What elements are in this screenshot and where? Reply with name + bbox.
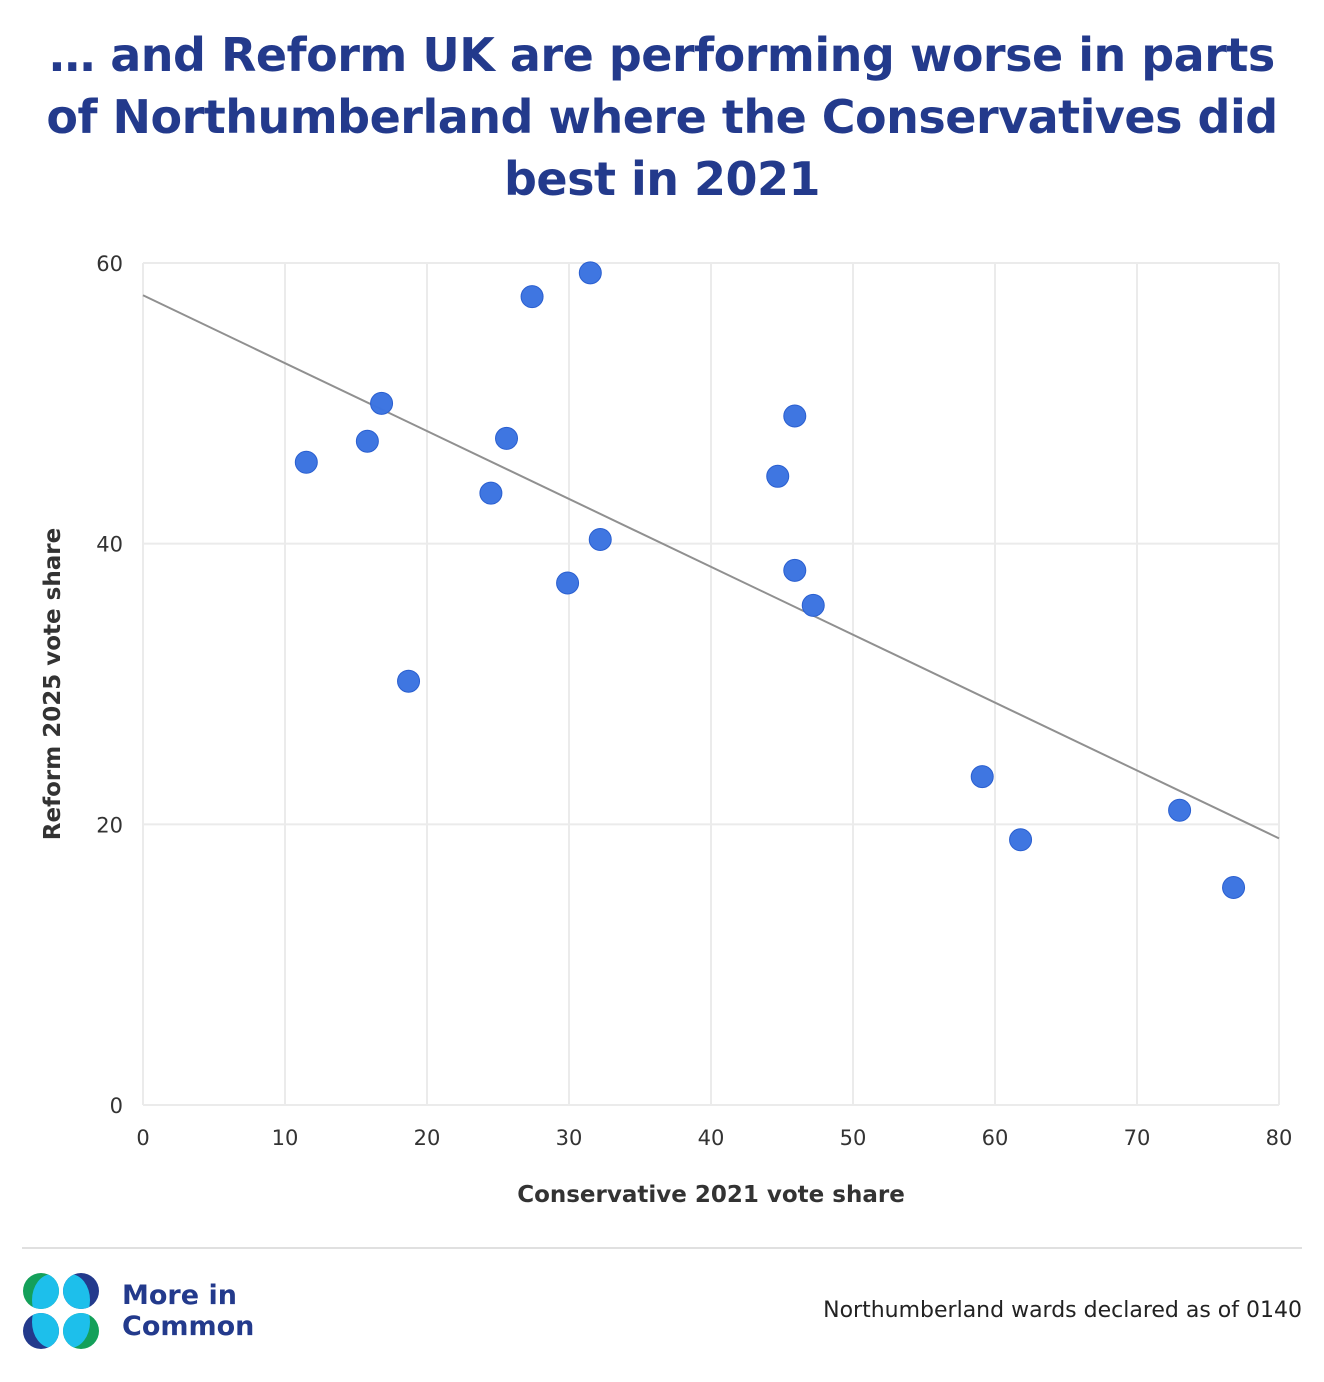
data-point — [479, 481, 503, 505]
data-point — [397, 669, 421, 693]
x-tick-label: 60 — [982, 1126, 1009, 1150]
more-in-common-logo-icon — [23, 1273, 99, 1349]
x-tick-label: 80 — [1266, 1126, 1293, 1150]
y-tick-label: 60 — [96, 252, 123, 276]
x-tick-label: 0 — [136, 1126, 149, 1150]
y-tick-label: 40 — [96, 533, 123, 557]
y-axis-title: Reform 2025 vote share — [40, 528, 66, 840]
data-points — [294, 261, 1246, 899]
scatter-chart: 0 10 20 30 40 50 60 70 80 0 20 40 60 Conservative 2… — [40, 252, 1292, 1208]
brand-name: More in Common — [122, 1280, 254, 1342]
trendline — [142, 294, 1280, 840]
data-point — [766, 464, 790, 488]
data-point — [578, 261, 602, 285]
source-note: Northumberland wards declared as of 0140 — [823, 1298, 1302, 1323]
x-tick-label: 20 — [414, 1126, 441, 1150]
data-point — [294, 450, 318, 474]
data-point — [495, 426, 519, 450]
brand-line-1: More in — [122, 1280, 237, 1311]
footer-divider — [22, 1247, 1302, 1249]
data-point — [1009, 828, 1033, 852]
data-point — [783, 558, 807, 582]
x-tick-label: 50 — [840, 1126, 867, 1150]
data-point — [355, 429, 379, 453]
y-tick-label: 20 — [96, 813, 123, 837]
data-point — [588, 527, 612, 551]
trendline-group — [142, 294, 1280, 840]
y-tick-labels: 0 20 40 60 — [96, 252, 123, 1118]
chart-title: … and Reform UK are performing worse in … — [46, 28, 1278, 206]
x-axis-title: Conservative 2021 vote share — [517, 1182, 905, 1208]
data-point — [370, 391, 394, 415]
grid-lines — [142, 262, 1280, 1106]
data-point — [556, 571, 580, 595]
brand-line-2: Common — [122, 1311, 255, 1342]
data-point — [970, 765, 994, 789]
x-tick-label: 40 — [698, 1126, 725, 1150]
data-point — [783, 404, 807, 428]
x-tick-labels: 0 10 20 30 40 50 60 70 80 — [136, 1126, 1292, 1150]
data-point — [1168, 798, 1192, 822]
x-tick-label: 70 — [1124, 1126, 1151, 1150]
x-tick-label: 30 — [556, 1126, 583, 1150]
data-point — [1222, 875, 1246, 899]
data-point — [801, 593, 825, 617]
data-point — [520, 285, 544, 309]
x-tick-label: 10 — [272, 1126, 299, 1150]
y-tick-label: 0 — [110, 1094, 123, 1118]
